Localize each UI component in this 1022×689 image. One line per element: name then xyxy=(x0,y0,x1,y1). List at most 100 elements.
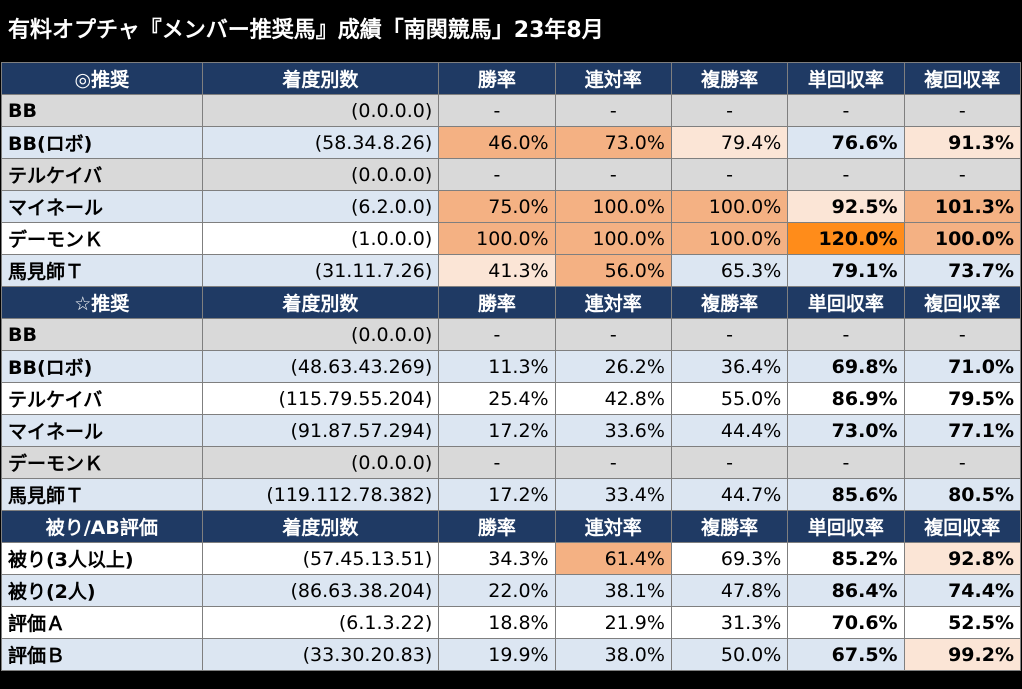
cell-place2: 73.0% xyxy=(554,126,672,159)
cell-show-return: 79.5% xyxy=(903,382,1022,415)
row-name: 被り(3人以上) xyxy=(1,542,203,575)
table-row: テルケイバ (115.79.55.204) 25.4% 42.8% 55.0% … xyxy=(1,382,1022,415)
cell-show-return: 101.3% xyxy=(903,190,1022,223)
cell-place2: 21.9% xyxy=(554,606,672,639)
cell-win: 46.0% xyxy=(438,126,556,159)
table-row: BB(ロボ) (48.63.43.269) 11.3% 26.2% 36.4% … xyxy=(1,350,1022,383)
cell-place2: 38.0% xyxy=(554,638,672,671)
cell-show: 100.0% xyxy=(670,190,789,223)
cell-show-return: 77.1% xyxy=(903,414,1022,447)
cell-place2: - xyxy=(554,94,672,127)
section-header-overlap: 被り/AB評価 着度別数 勝率 連対率 複勝率 単回収率 複回収率 xyxy=(1,510,1022,543)
cell-win-return: 86.4% xyxy=(787,574,905,607)
cell-show: 50.0% xyxy=(670,638,789,671)
table-row: デーモンＫ (0.0.0.0) - - - - - xyxy=(1,446,1022,479)
cell-place2: - xyxy=(554,318,672,351)
cell-show-return: 74.4% xyxy=(903,574,1022,607)
table-row: デーモンＫ (1.0.0.0) 100.0% 100.0% 100.0% 120… xyxy=(1,222,1022,255)
cell-place2: 33.4% xyxy=(554,478,672,511)
cell-win: - xyxy=(438,446,556,479)
cell-show-return: - xyxy=(903,94,1022,127)
cell-win: 75.0% xyxy=(438,190,556,223)
row-name: テルケイバ xyxy=(1,158,203,191)
cell-show-return: 73.7% xyxy=(903,254,1022,287)
row-record: (57.45.13.51) xyxy=(201,542,440,575)
cell-show: - xyxy=(670,158,789,191)
cell-win-return: - xyxy=(787,318,905,351)
row-name: 馬見師Ｔ xyxy=(1,254,203,287)
cell-win: - xyxy=(438,94,556,127)
col-header-win-return: 単回収率 xyxy=(787,62,905,95)
cell-show-return: 92.8% xyxy=(903,542,1022,575)
cell-win-return: 70.6% xyxy=(787,606,905,639)
row-record: (31.11.7.26) xyxy=(201,254,440,287)
cell-win: 25.4% xyxy=(438,382,556,415)
cell-show-return: 80.5% xyxy=(903,478,1022,511)
cell-win-return: 85.2% xyxy=(787,542,905,575)
col-header-place2: 連対率 xyxy=(554,62,672,95)
cell-win: - xyxy=(438,318,556,351)
cell-show-return: - xyxy=(903,318,1022,351)
table-row: マイネール (91.87.57.294) 17.2% 33.6% 44.4% 7… xyxy=(1,414,1022,447)
table-row: 馬見師Ｔ (119.112.78.382) 17.2% 33.4% 44.7% … xyxy=(1,478,1022,511)
row-name: 評価Ａ xyxy=(1,606,203,639)
row-name: 被り(2人) xyxy=(1,574,203,607)
section-label: ◎推奨 xyxy=(1,62,203,95)
row-name: マイネール xyxy=(1,190,203,223)
section-header-star: ☆推奨 着度別数 勝率 連対率 複勝率 単回収率 複回収率 xyxy=(1,286,1022,319)
cell-win-return: 120.0% xyxy=(787,222,905,255)
table-row: 評価Ｂ (33.30.20.83) 19.9% 38.0% 50.0% 67.5… xyxy=(1,638,1022,671)
row-name: デーモンＫ xyxy=(1,446,203,479)
row-name: BB(ロボ) xyxy=(1,126,203,159)
cell-win-return: 69.8% xyxy=(787,350,905,383)
row-record: (86.63.38.204) xyxy=(201,574,440,607)
row-record: (6.2.0.0) xyxy=(201,190,440,223)
cell-show-return: - xyxy=(903,158,1022,191)
cell-win: 11.3% xyxy=(438,350,556,383)
row-record: (119.112.78.382) xyxy=(201,478,440,511)
col-header-win: 勝率 xyxy=(438,510,556,543)
cell-win-return: 79.1% xyxy=(787,254,905,287)
row-record: (48.63.43.269) xyxy=(201,350,440,383)
row-name: 評価Ｂ xyxy=(1,638,203,671)
col-header-show-return: 複回収率 xyxy=(903,62,1022,95)
row-name: デーモンＫ xyxy=(1,222,203,255)
cell-win-return: 76.6% xyxy=(787,126,905,159)
cell-show: 47.8% xyxy=(670,574,789,607)
cell-show-return: 99.2% xyxy=(903,638,1022,671)
cell-win: 19.9% xyxy=(438,638,556,671)
col-header-show: 複勝率 xyxy=(670,286,789,319)
table-row: マイネール (6.2.0.0) 75.0% 100.0% 100.0% 92.5… xyxy=(1,190,1022,223)
row-record: (6.1.3.22) xyxy=(201,606,440,639)
cell-show-return: 91.3% xyxy=(903,126,1022,159)
cell-show-return: 100.0% xyxy=(903,222,1022,255)
row-record: (1.0.0.0) xyxy=(201,222,440,255)
row-record: (0.0.0.0) xyxy=(201,94,440,127)
col-header-win-return: 単回収率 xyxy=(787,286,905,319)
section-label: 被り/AB評価 xyxy=(1,510,203,543)
cell-win-return: 92.5% xyxy=(787,190,905,223)
col-header-record: 着度別数 xyxy=(201,62,440,95)
cell-show: 44.4% xyxy=(670,414,789,447)
table-row: 被り(3人以上) (57.45.13.51) 34.3% 61.4% 69.3%… xyxy=(1,542,1022,575)
col-header-show: 複勝率 xyxy=(670,510,789,543)
cell-win-return: 67.5% xyxy=(787,638,905,671)
cell-place2: 42.8% xyxy=(554,382,672,415)
sheet-title: 有料オプチャ『メンバー推奨馬』成績「南関競馬」23年8月 xyxy=(8,18,604,43)
section-label: ☆推奨 xyxy=(1,286,203,319)
cell-place2: 26.2% xyxy=(554,350,672,383)
cell-show: - xyxy=(670,318,789,351)
cell-place2: 38.1% xyxy=(554,574,672,607)
cell-win: 22.0% xyxy=(438,574,556,607)
row-record: (0.0.0.0) xyxy=(201,158,440,191)
col-header-record: 着度別数 xyxy=(201,510,440,543)
col-header-show-return: 複回収率 xyxy=(903,286,1022,319)
cell-win: 17.2% xyxy=(438,414,556,447)
cell-place2: 56.0% xyxy=(554,254,672,287)
row-name: BB(ロボ) xyxy=(1,350,203,383)
cell-win-return: 73.0% xyxy=(787,414,905,447)
col-header-show: 複勝率 xyxy=(670,62,789,95)
cell-show: 100.0% xyxy=(670,222,789,255)
cell-win-return: - xyxy=(787,158,905,191)
